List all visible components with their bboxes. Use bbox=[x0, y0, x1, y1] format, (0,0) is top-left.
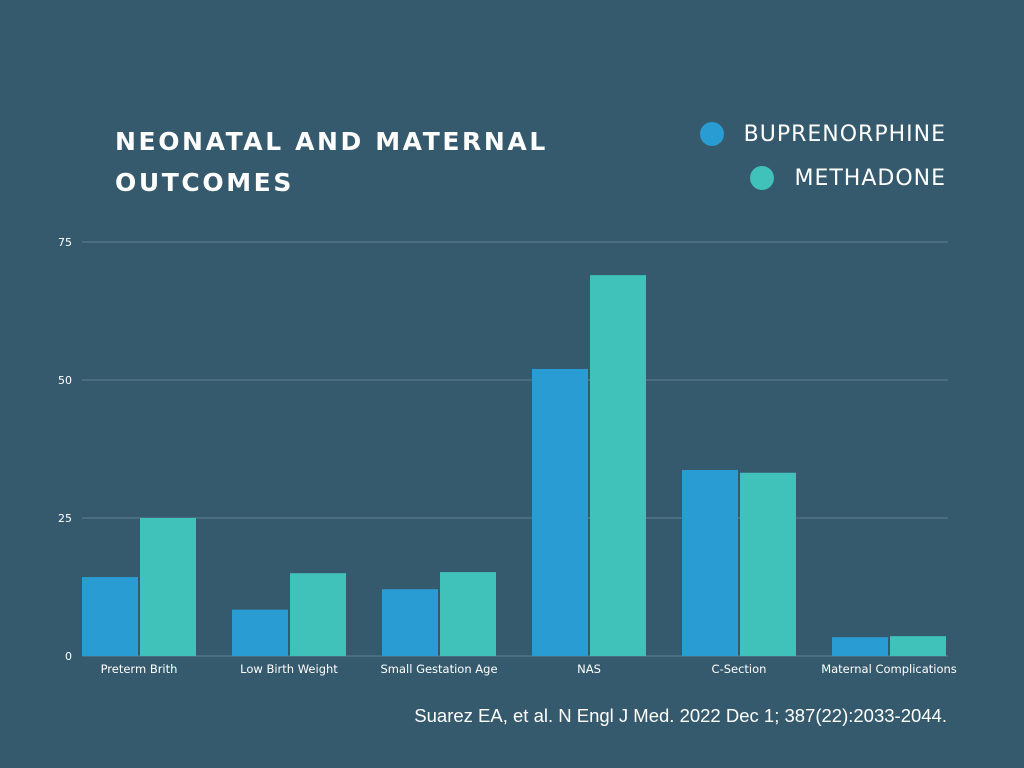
y-tick-label: 75 bbox=[58, 236, 72, 249]
grid-layer bbox=[82, 241, 948, 657]
legend-label-methadone: METHADONE bbox=[794, 165, 946, 191]
x-tick-label: C-Section bbox=[712, 662, 767, 676]
legend: BUPRENORPHINE METHADONE bbox=[699, 112, 946, 200]
x-tick-label: Preterm Brith bbox=[101, 662, 178, 676]
bar-buprenorphine-1 bbox=[232, 609, 288, 656]
citation: Suarez EA, et al. N Engl J Med. 2022 Dec… bbox=[414, 705, 947, 726]
legend-label-buprenorphine: BUPRENORPHINE bbox=[743, 121, 946, 147]
bar-methadone-1 bbox=[290, 573, 346, 656]
y-tick-label: 25 bbox=[58, 512, 72, 525]
legend-swatch-methadone bbox=[750, 166, 775, 190]
bar-methadone-3 bbox=[590, 275, 646, 656]
bar-buprenorphine-3 bbox=[532, 368, 588, 656]
bar-methadone-2 bbox=[440, 572, 496, 656]
x-tick-label: Low Birth Weight bbox=[240, 662, 338, 676]
legend-swatch-buprenorphine bbox=[699, 122, 724, 146]
legend-item-methadone: METHADONE bbox=[700, 156, 946, 200]
bar-layer bbox=[82, 275, 946, 656]
y-tick-label: 0 bbox=[65, 650, 72, 663]
legend-item-buprenorphine: BUPRENORPHINE bbox=[699, 112, 946, 156]
bar-methadone-0 bbox=[140, 518, 196, 656]
label-layer: 0 25 50 75 Preterm Brith Low Birth Weight Smal… bbox=[58, 236, 957, 676]
chart-title: NEONATAL AND MATERNAL OUTCOMES bbox=[115, 127, 548, 197]
bar-methadone-5 bbox=[890, 636, 946, 656]
y-tick-label: 50 bbox=[58, 374, 72, 387]
bar-buprenorphine-0 bbox=[82, 577, 138, 656]
bar-buprenorphine-4 bbox=[682, 469, 738, 656]
x-tick-label: Small Gestation Age bbox=[380, 662, 497, 676]
bar-buprenorphine-5 bbox=[832, 637, 888, 656]
x-tick-label: NAS bbox=[577, 662, 601, 676]
bar-methadone-4 bbox=[740, 472, 796, 656]
x-tick-label: Maternal Complications bbox=[821, 662, 957, 676]
bar-buprenorphine-2 bbox=[382, 589, 438, 656]
